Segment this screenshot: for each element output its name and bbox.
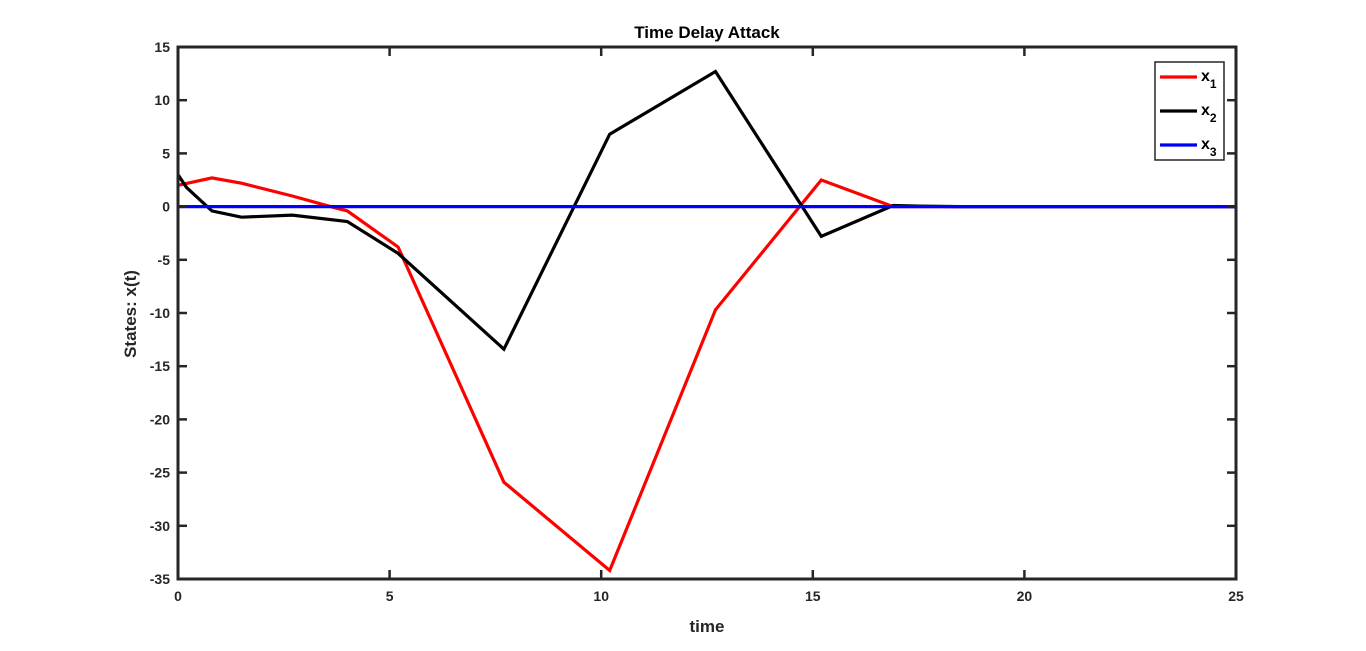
- x-tick-label: 15: [805, 588, 821, 604]
- y-tick-label: -30: [150, 518, 170, 534]
- y-tick-label: -10: [150, 305, 170, 321]
- y-tick-label: -20: [150, 411, 170, 427]
- axis-ticks: 0 5 10 15 20 25 15 10 5 0 -5 -10 -15 -20 -25 -30 -35: [150, 39, 1244, 604]
- y-tick-label: -5: [158, 252, 171, 268]
- y-tick-label: 5: [162, 145, 170, 161]
- x-tick-label: 25: [1228, 588, 1244, 604]
- x-tick-label: 5: [386, 588, 394, 604]
- x-tick-label: 20: [1017, 588, 1033, 604]
- y-tick-label: -15: [150, 358, 170, 374]
- chart-title: Time Delay Attack: [634, 23, 780, 42]
- y-tick-label: -25: [150, 465, 170, 481]
- y-tick-label: -35: [150, 571, 170, 587]
- x-tick-label: 0: [174, 588, 182, 604]
- x-tick-label: 10: [593, 588, 609, 604]
- x-axis-title: time: [690, 617, 725, 636]
- y-tick-label: 10: [154, 92, 170, 108]
- y-tick-label: 0: [162, 199, 170, 215]
- y-axis-title: States: x(t): [121, 270, 140, 358]
- y-tick-label: 15: [154, 39, 170, 55]
